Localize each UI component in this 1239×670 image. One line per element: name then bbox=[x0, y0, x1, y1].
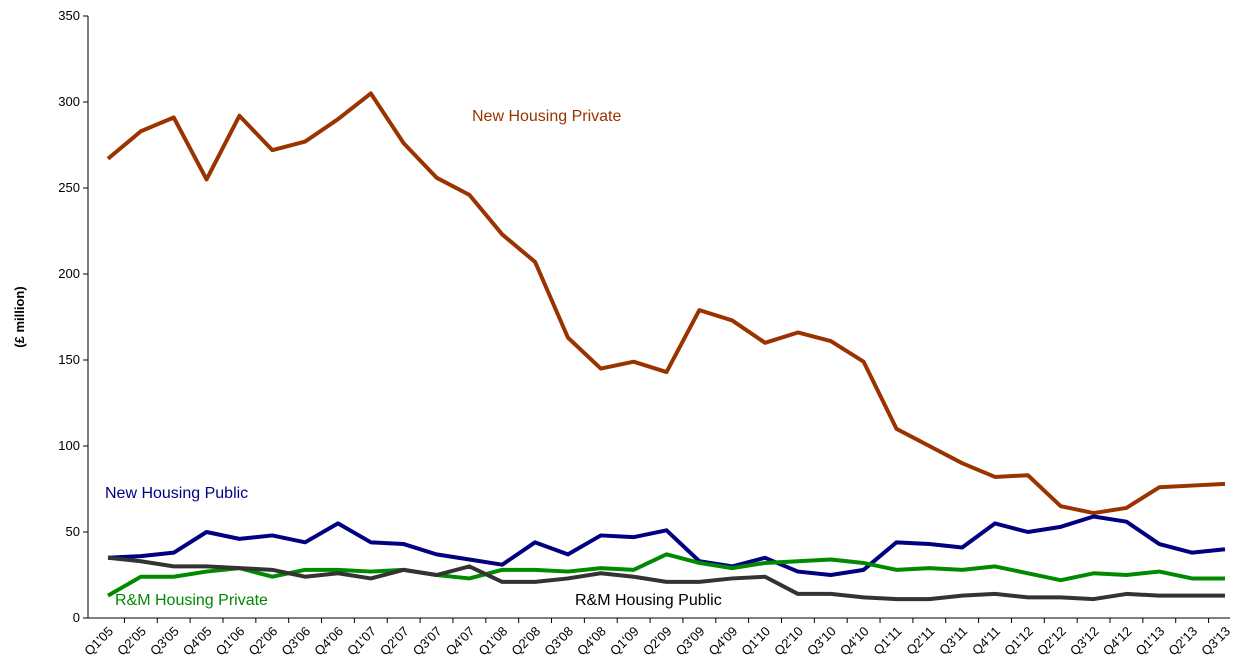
x-tick-label: Q1'11 bbox=[870, 624, 904, 658]
x-tick-label: Q4'10 bbox=[837, 624, 872, 659]
x-tick-label: Q4'12 bbox=[1100, 624, 1135, 659]
x-tick-label: Q4'08 bbox=[574, 624, 609, 659]
x-tick-label: Q1'09 bbox=[607, 624, 642, 659]
x-tick-label: Q4'06 bbox=[311, 624, 346, 659]
x-tick-label: Q2'13 bbox=[1165, 624, 1200, 659]
x-tick-label: Q1'07 bbox=[344, 624, 379, 659]
x-tick-label: Q3'05 bbox=[147, 624, 182, 659]
x-tick-label: Q2'08 bbox=[508, 624, 543, 659]
series-line bbox=[106, 91, 1226, 516]
series-label: R&M Housing Private bbox=[115, 592, 268, 609]
x-tick-label: Q4'11 bbox=[969, 624, 1003, 658]
y-tick-label: 150 bbox=[58, 352, 80, 367]
y-tick-label: 300 bbox=[58, 94, 80, 109]
x-tick-label: Q1'08 bbox=[475, 624, 510, 659]
x-tick-label: Q2'07 bbox=[377, 624, 412, 659]
x-tick-label: Q3'06 bbox=[278, 624, 313, 659]
x-tick-label: Q3'11 bbox=[936, 624, 970, 658]
x-tick-label: Q1'05 bbox=[81, 624, 116, 659]
series-line bbox=[107, 514, 1226, 577]
x-tick-label: Q1'12 bbox=[1001, 624, 1036, 659]
y-tick-label: 50 bbox=[66, 524, 80, 539]
x-tick-label: Q2'12 bbox=[1034, 624, 1069, 659]
x-tick-label: Q2'06 bbox=[246, 624, 281, 659]
x-tick-label: Q3'10 bbox=[804, 624, 839, 659]
series-label: New Housing Private bbox=[472, 108, 622, 125]
x-tick-label: Q2'10 bbox=[771, 624, 806, 659]
x-tick-label: Q3'09 bbox=[673, 624, 708, 659]
series-line bbox=[107, 555, 1225, 602]
x-tick-label: Q3'13 bbox=[1198, 624, 1233, 659]
y-axis-label: (£ million) bbox=[12, 286, 27, 347]
x-tick-label: Q2'09 bbox=[640, 624, 675, 659]
x-tick-label: Q4'05 bbox=[180, 624, 215, 659]
y-tick-label: 0 bbox=[73, 610, 80, 625]
series-line bbox=[107, 552, 1225, 598]
x-tick-label: Q2'05 bbox=[114, 624, 149, 659]
x-tick-label: Q2'11 bbox=[903, 624, 937, 658]
x-tick-label: Q3'12 bbox=[1067, 624, 1102, 659]
x-tick-label: Q1'13 bbox=[1133, 624, 1168, 659]
series-label: New Housing Public bbox=[105, 485, 248, 502]
x-tick-label: Q4'07 bbox=[443, 624, 478, 659]
y-tick-label: 200 bbox=[58, 266, 80, 281]
x-tick-label: Q1'06 bbox=[213, 624, 248, 659]
y-tick-label: 250 bbox=[58, 180, 80, 195]
series-label: R&M Housing Public bbox=[575, 592, 722, 609]
x-tick-label: Q3'08 bbox=[541, 624, 576, 659]
x-tick-label: Q3'07 bbox=[410, 624, 445, 659]
y-tick-label: 350 bbox=[58, 8, 80, 23]
x-tick-label: Q4'09 bbox=[705, 624, 740, 659]
y-tick-label: 100 bbox=[58, 438, 80, 453]
x-tick-label: Q1'10 bbox=[738, 624, 773, 659]
